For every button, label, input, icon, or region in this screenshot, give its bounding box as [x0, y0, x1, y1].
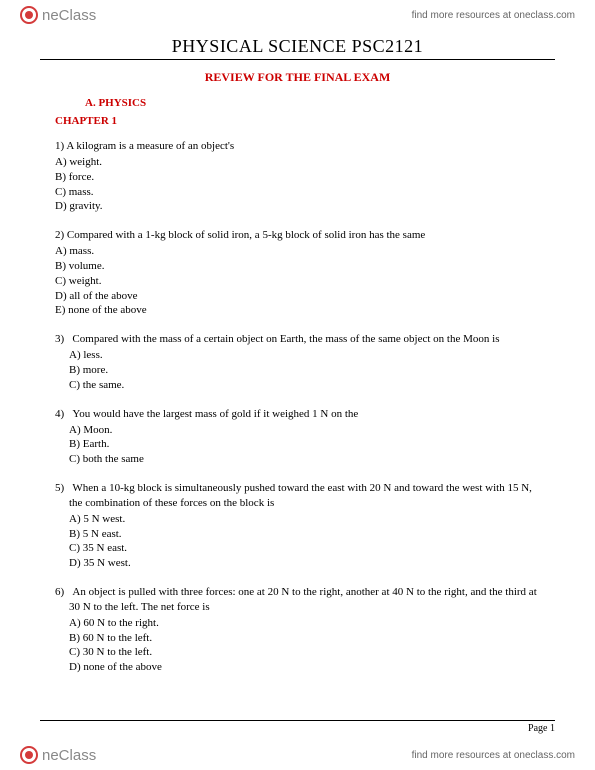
footer: Page 1 — [40, 720, 555, 734]
q4-opt-c: C) both the same — [69, 452, 540, 467]
q5-opt-a: A) 5 N west. — [69, 512, 540, 527]
q1-opt-a: A) weight. — [55, 155, 540, 170]
question-3: 3) Compared with the mass of a certain o… — [55, 332, 540, 392]
q2-text: Compared with a 1-kg block of solid iron… — [67, 229, 425, 241]
bottom-rule — [40, 720, 555, 721]
q5-opt-b: B) 5 N east. — [69, 527, 540, 542]
q5-opt-c: C) 35 N east. — [69, 541, 540, 556]
q6-opt-c: C) 30 N to the left. — [69, 645, 540, 660]
q5-opt-d: D) 35 N west. — [69, 556, 540, 571]
question-2: 2) Compared with a 1-kg block of solid i… — [55, 228, 540, 318]
q2-opt-c: C) weight. — [55, 274, 540, 289]
page-number: Page 1 — [40, 723, 555, 734]
top-rule — [40, 59, 555, 60]
q1-num: 1) — [55, 140, 64, 152]
question-6: 6) An object is pulled with three forces… — [55, 585, 540, 675]
q4-num: 4) — [55, 408, 64, 420]
q5-num: 5) — [55, 482, 64, 494]
review-title: REVIEW FOR THE FINAL EXAM — [0, 70, 595, 85]
bottom-bar: neClass find more resources at oneclass.… — [0, 740, 595, 770]
q3-opt-b: B) more. — [69, 363, 540, 378]
q2-opt-d: D) all of the above — [55, 289, 540, 304]
section-label: A. PHYSICS — [85, 97, 540, 109]
logo-icon — [20, 6, 38, 24]
q1-opt-c: C) mass. — [55, 185, 540, 200]
chapter-label: CHAPTER 1 — [55, 115, 540, 127]
question-1: 1) A kilogram is a measure of an object'… — [55, 139, 540, 214]
top-bar: neClass find more resources at oneclass.… — [0, 0, 595, 30]
q3-num: 3) — [55, 333, 64, 345]
q3-opt-a: A) less. — [69, 348, 540, 363]
logo-text: neClass — [42, 7, 96, 24]
q6-opt-a: A) 60 N to the right. — [69, 616, 540, 631]
q5-text: When a 10-kg block is simultaneously pus… — [69, 482, 532, 509]
q6-opt-b: B) 60 N to the left. — [69, 631, 540, 646]
content: A. PHYSICS CHAPTER 1 1) A kilogram is a … — [0, 97, 595, 675]
q4-text: You would have the largest mass of gold … — [72, 408, 358, 420]
logo-icon-bottom — [20, 746, 38, 764]
resources-link-top[interactable]: find more resources at oneclass.com — [412, 10, 575, 21]
q2-opt-a: A) mass. — [55, 244, 540, 259]
q6-text: An object is pulled with three forces: o… — [69, 586, 537, 613]
q4-opt-a: A) Moon. — [69, 423, 540, 438]
logo-bottom: neClass — [20, 746, 96, 764]
q3-opt-c: C) the same. — [69, 378, 540, 393]
q1-opt-b: B) force. — [55, 170, 540, 185]
question-4: 4) You would have the largest mass of go… — [55, 407, 540, 467]
q2-opt-b: B) volume. — [55, 259, 540, 274]
q2-opt-e: E) none of the above — [55, 303, 540, 318]
q4-opt-b: B) Earth. — [69, 437, 540, 452]
logo-text-bottom: neClass — [42, 747, 96, 764]
q3-text: Compared with the mass of a certain obje… — [72, 333, 499, 345]
q2-num: 2) — [55, 229, 64, 241]
q1-text: A kilogram is a measure of an object's — [66, 140, 234, 152]
resources-link-bottom[interactable]: find more resources at oneclass.com — [412, 750, 575, 761]
q6-opt-d: D) none of the above — [69, 660, 540, 675]
logo: neClass — [20, 6, 96, 24]
question-5: 5) When a 10-kg block is simultaneously … — [55, 481, 540, 571]
q6-num: 6) — [55, 586, 64, 598]
page-title: PHYSICAL SCIENCE PSC2121 — [0, 36, 595, 57]
q1-opt-d: D) gravity. — [55, 199, 540, 214]
